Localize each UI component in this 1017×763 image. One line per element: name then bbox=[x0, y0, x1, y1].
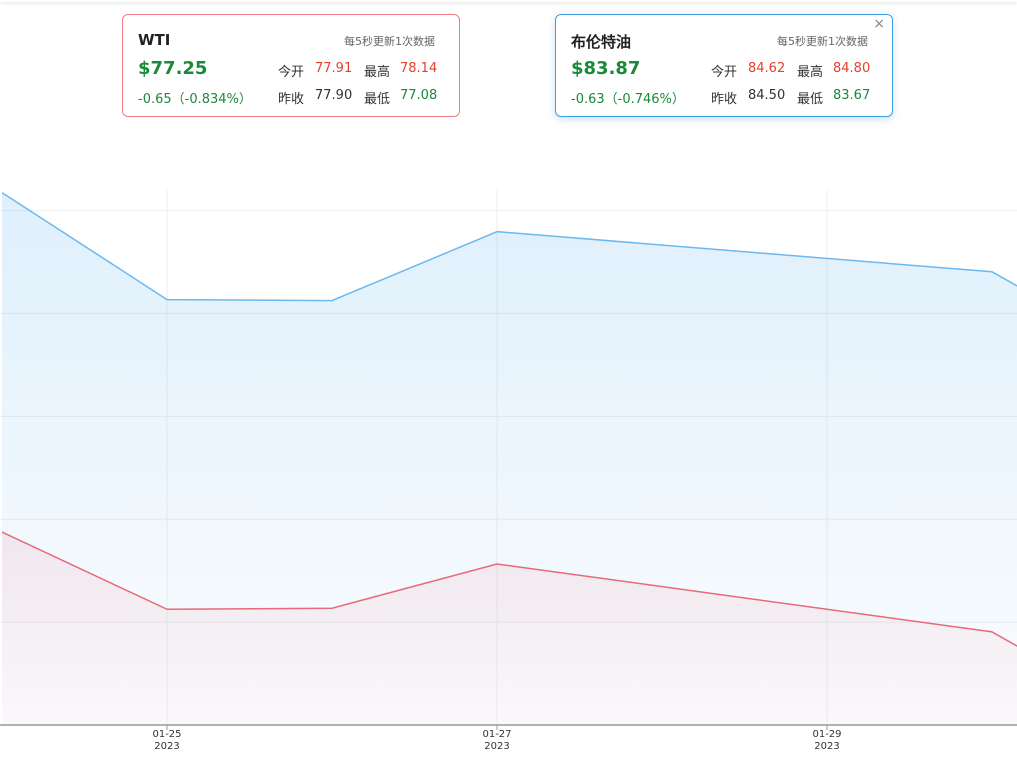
x-tick-label: 2023 bbox=[154, 741, 179, 752]
x-tick-label: 2023 bbox=[814, 741, 839, 752]
area bbox=[2, 192, 1017, 725]
brent-card[interactable]: × 布伦特油 每5秒更新1次数据 $83.87 -0.63（-0.746%） 今… bbox=[555, 14, 893, 117]
top-bar bbox=[0, 0, 1017, 2]
card-note: 每5秒更新1次数据 bbox=[344, 35, 435, 48]
card-title: 布伦特油 bbox=[571, 33, 632, 51]
value: 84.50 bbox=[748, 88, 786, 103]
label: 最高 bbox=[797, 65, 824, 80]
label: 昨收 bbox=[711, 92, 738, 107]
x-tick-label: 2023 bbox=[484, 741, 509, 752]
line bbox=[1, 531, 1017, 647]
label: 昨收 bbox=[278, 92, 305, 107]
plot bbox=[1, 191, 1017, 725]
card-change: -0.65（-0.834%） bbox=[138, 92, 252, 107]
card-price: $77.25 bbox=[138, 58, 208, 79]
label: 最低 bbox=[797, 92, 824, 107]
x-tick-label: 01-27 bbox=[482, 729, 511, 740]
label: 今开 bbox=[278, 65, 305, 80]
value: 77.08 bbox=[400, 88, 438, 103]
value: 77.90 bbox=[315, 88, 353, 103]
value: 83.67 bbox=[833, 88, 871, 103]
close-button[interactable]: × bbox=[873, 16, 885, 32]
label: 今开 bbox=[711, 65, 738, 80]
line bbox=[1, 191, 1017, 302]
value: 84.62 bbox=[748, 61, 786, 76]
card-title: WTI bbox=[138, 31, 171, 49]
area bbox=[2, 532, 1017, 725]
card-change: -0.63（-0.746%） bbox=[571, 92, 685, 107]
x-tick-label: 01-25 bbox=[152, 729, 181, 740]
card-price: $83.87 bbox=[571, 58, 641, 79]
value: 77.91 bbox=[315, 61, 353, 76]
wti-card[interactable]: WTI 每5秒更新1次数据 $77.25 -0.65（-0.834%） 今开 7… bbox=[122, 14, 460, 117]
value: 78.14 bbox=[400, 61, 438, 76]
label: 最高 bbox=[364, 65, 391, 80]
value: 84.80 bbox=[833, 61, 871, 76]
x-tick-label: 01-29 bbox=[812, 729, 841, 740]
card-note: 每5秒更新1次数据 bbox=[777, 35, 868, 48]
label: 最低 bbox=[364, 92, 391, 107]
